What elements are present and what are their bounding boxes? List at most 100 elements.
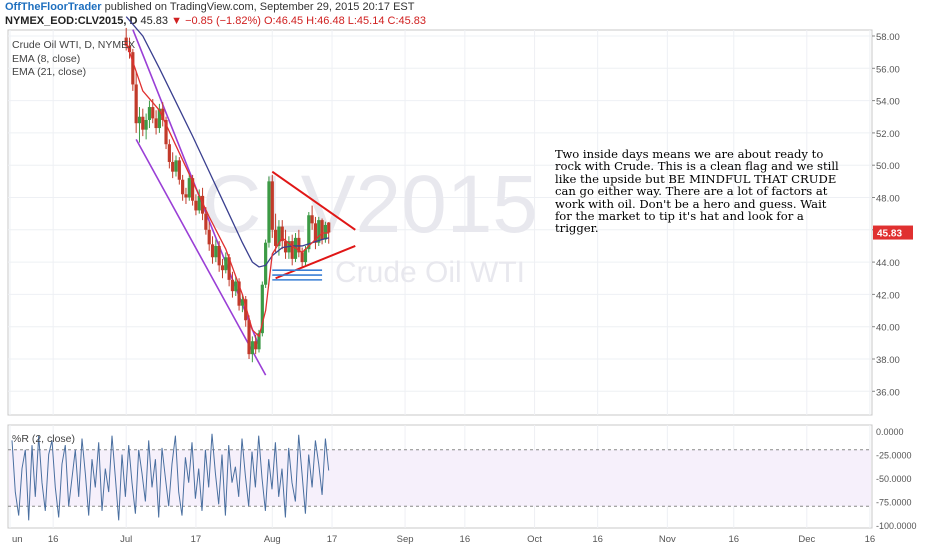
oscillator-tick-label: -50.0000 (876, 474, 912, 484)
last-price-tag (873, 225, 913, 240)
price-grid (7, 29, 873, 529)
candle-body (214, 245, 218, 258)
candle-body (320, 220, 324, 240)
price-tick-label: 52.00 (876, 129, 900, 140)
oscillator-tick-label: -100.0000 (876, 521, 917, 531)
candle-body (167, 144, 171, 162)
time-tick-label: un (12, 534, 23, 545)
candle-body (307, 215, 311, 250)
ema-lines (125, 16, 329, 338)
candle-body (274, 229, 278, 246)
time-tick-label: 17 (191, 534, 202, 545)
price-tick-label: 42.00 (876, 290, 900, 301)
symbol-line: NYMEX_EOD:CLV2015, D 45.83 ▼ −0.85 (−1.8… (5, 15, 426, 27)
time-tick-label: Jul (120, 534, 132, 545)
candle-body (200, 195, 205, 214)
candle-body (191, 178, 195, 201)
candle-body (141, 116, 145, 130)
candle-body (177, 160, 181, 180)
candle-body (234, 281, 238, 292)
candle-body (264, 242, 268, 285)
candle-body (270, 181, 274, 230)
candle-body (151, 107, 155, 119)
price-tick-label: 56.00 (876, 64, 900, 75)
candle-body (217, 245, 221, 266)
publisher-line: OffTheFloorTrader published on TradingVi… (5, 1, 414, 13)
axes: 58.0056.0054.0052.0050.0048.0046.0044.00… (872, 32, 913, 398)
candle-body (280, 226, 284, 242)
candle-body (131, 52, 135, 85)
price-tick-label: 54.00 (876, 97, 900, 108)
price-tick-label: 36.00 (876, 387, 900, 398)
candle-body (244, 299, 248, 321)
candle-body (134, 84, 138, 124)
change-value: −0.85 (−1.82%) (185, 15, 261, 27)
price-tick-label: 38.00 (876, 355, 900, 366)
candle-body (181, 179, 185, 195)
ohlc-values: O:46.45 H:46.48 L:45.14 C:45.83 (263, 15, 427, 27)
watermark-name: Crude Oil WTI (335, 256, 525, 289)
ema-21-line (125, 16, 329, 268)
candle-body (224, 257, 228, 271)
close-value: 45.83 (140, 15, 169, 27)
candle-body (174, 160, 178, 172)
publisher-name[interactable]: OffTheFloorTrader (5, 1, 102, 13)
candle-body (247, 320, 251, 355)
candle-body (323, 224, 327, 240)
oscillator-tick-label: -75.0000 (876, 498, 912, 508)
channel-lower-line (135, 138, 267, 376)
oscillator-pane-frame (7, 424, 873, 529)
candle-body (260, 284, 264, 334)
oscillator: 0.0000 -25.0000 -50.0000 -75.0000 -100.0000 (11, 427, 917, 531)
candle-body (227, 257, 231, 280)
candle-body (197, 195, 201, 211)
candle-body (207, 229, 211, 245)
time-tick-label: Oct (527, 534, 542, 545)
candle-body (297, 237, 301, 253)
time-tick-label: 16 (48, 534, 59, 545)
candles (124, 27, 331, 363)
candle-body (267, 181, 271, 243)
candle-body (184, 194, 188, 198)
candle-body (157, 108, 161, 129)
time-tick-label: Dec (798, 534, 815, 545)
symbol: NYMEX_EOD:CLV2015, D (5, 15, 138, 27)
candle-body (303, 249, 308, 263)
candle-body (161, 108, 165, 120)
price-tick-label: 48.00 (876, 194, 900, 205)
candle-body (317, 220, 321, 243)
oscillator-tick-label: 0.0000 (876, 427, 904, 437)
time-tick-label: Sep (397, 534, 414, 545)
candle-body (124, 37, 128, 46)
time-tick-label: 16 (592, 534, 603, 545)
legend-ema8: EMA (8, close) (12, 53, 81, 65)
candle-body (187, 178, 191, 198)
candle-body (147, 107, 152, 120)
candle-body (171, 161, 175, 172)
price-pane-frame (7, 29, 873, 416)
candle-body (127, 45, 132, 53)
candle-body (250, 341, 254, 355)
candle-body (194, 200, 198, 211)
williams-r-line (11, 433, 330, 521)
price-tick-label: 44.00 (876, 258, 900, 269)
time-axis: un 16 Jul 17 Aug 17 Sep 16 Oct 16 Nov 16 Dec 16 (12, 534, 875, 545)
candle-body (164, 119, 168, 145)
candle-body (240, 299, 244, 306)
oscillator-tick-label: -25.0000 (876, 451, 912, 461)
candle-body (327, 222, 331, 233)
time-tick-label: 16 (865, 534, 876, 545)
candle-body (313, 223, 318, 243)
time-tick-label: Aug (264, 534, 281, 545)
watermark-symbol: CLV2015 (202, 159, 538, 250)
ema-8-line (125, 42, 329, 338)
legend-ema21: EMA (21, close) (12, 66, 87, 78)
annotation-text: Two inside days means we are about ready… (555, 147, 839, 236)
price-tick-label: 40.00 (876, 323, 900, 334)
legend-oscillator: %R (2, close) (12, 433, 76, 445)
candle-body (237, 281, 241, 306)
time-tick-label: 17 (327, 534, 338, 545)
candle-body (277, 226, 281, 246)
published-text: published on TradingView.com, September … (104, 1, 415, 13)
